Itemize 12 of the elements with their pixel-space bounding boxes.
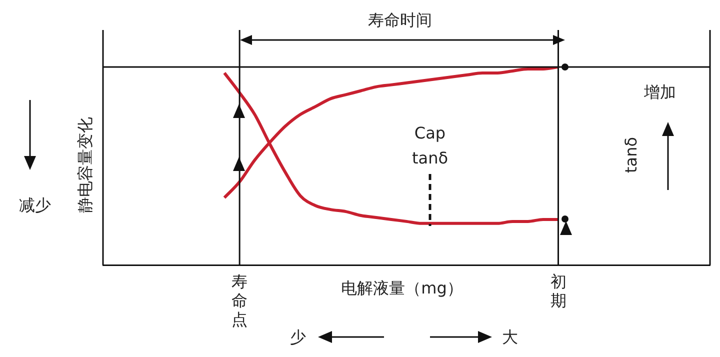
text: 大 xyxy=(502,327,518,347)
annotation: Cap xyxy=(414,123,446,143)
y-axis-title: 静电容量变化 xyxy=(75,117,95,213)
text: 寿命时间 xyxy=(368,10,432,30)
annotation: tanδ xyxy=(412,148,448,168)
x-tick-label: 初期 xyxy=(550,272,566,310)
x-axis-title: 电解液量（mg） xyxy=(341,278,463,298)
y2-axis-title: tanδ xyxy=(621,136,641,174)
text: 少 xyxy=(290,327,306,347)
annotation: 增加 xyxy=(644,82,676,102)
x-tick-label: 寿命点 xyxy=(232,272,248,330)
text: 减少 xyxy=(19,195,51,215)
